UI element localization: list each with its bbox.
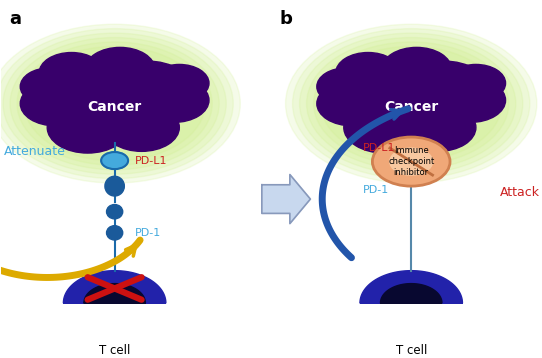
Text: PD-1: PD-1 (135, 228, 162, 238)
Circle shape (3, 33, 226, 174)
Circle shape (300, 33, 523, 174)
Circle shape (101, 61, 193, 119)
Polygon shape (262, 175, 311, 224)
Polygon shape (84, 284, 145, 303)
Ellipse shape (107, 226, 122, 240)
Circle shape (0, 29, 233, 179)
Text: PD-L1: PD-L1 (135, 156, 167, 165)
Circle shape (349, 64, 473, 143)
Circle shape (307, 38, 516, 170)
Ellipse shape (107, 204, 122, 219)
Ellipse shape (405, 172, 417, 182)
Circle shape (101, 152, 128, 169)
Text: T cell: T cell (396, 344, 427, 357)
Circle shape (317, 68, 376, 105)
Text: Cancer: Cancer (87, 100, 142, 114)
Circle shape (53, 64, 177, 143)
Text: T cell: T cell (99, 344, 130, 357)
Circle shape (286, 24, 537, 183)
Circle shape (390, 148, 433, 175)
Circle shape (85, 47, 155, 92)
Text: Cancer: Cancer (384, 100, 438, 114)
Circle shape (435, 78, 506, 122)
Text: Attenuate: Attenuate (4, 145, 66, 158)
Ellipse shape (105, 176, 124, 196)
Circle shape (446, 64, 506, 102)
Circle shape (39, 53, 104, 93)
Text: PD-1: PD-1 (363, 184, 389, 194)
Circle shape (20, 82, 91, 126)
Text: Attack: Attack (500, 186, 539, 199)
Circle shape (293, 29, 530, 179)
Circle shape (17, 42, 212, 165)
Text: PD-L1: PD-L1 (363, 143, 395, 153)
Circle shape (321, 47, 502, 161)
Text: Immune
checkpoint
inhibitor: Immune checkpoint inhibitor (388, 146, 434, 177)
Circle shape (0, 24, 240, 183)
Circle shape (333, 61, 425, 119)
Circle shape (372, 137, 450, 186)
Circle shape (401, 151, 422, 165)
Circle shape (314, 42, 509, 165)
Text: a: a (9, 10, 22, 28)
Circle shape (401, 104, 476, 151)
Circle shape (317, 82, 387, 126)
Circle shape (36, 61, 128, 119)
Circle shape (344, 102, 425, 153)
Polygon shape (360, 271, 462, 303)
Circle shape (335, 53, 401, 93)
Text: b: b (279, 10, 292, 28)
Circle shape (24, 47, 205, 161)
Circle shape (150, 64, 209, 102)
Circle shape (10, 38, 219, 170)
Circle shape (104, 104, 179, 151)
Circle shape (47, 102, 128, 153)
Polygon shape (63, 271, 166, 303)
Circle shape (20, 68, 80, 105)
Circle shape (382, 47, 451, 92)
Circle shape (398, 61, 489, 119)
Polygon shape (380, 284, 442, 303)
Circle shape (139, 78, 209, 122)
